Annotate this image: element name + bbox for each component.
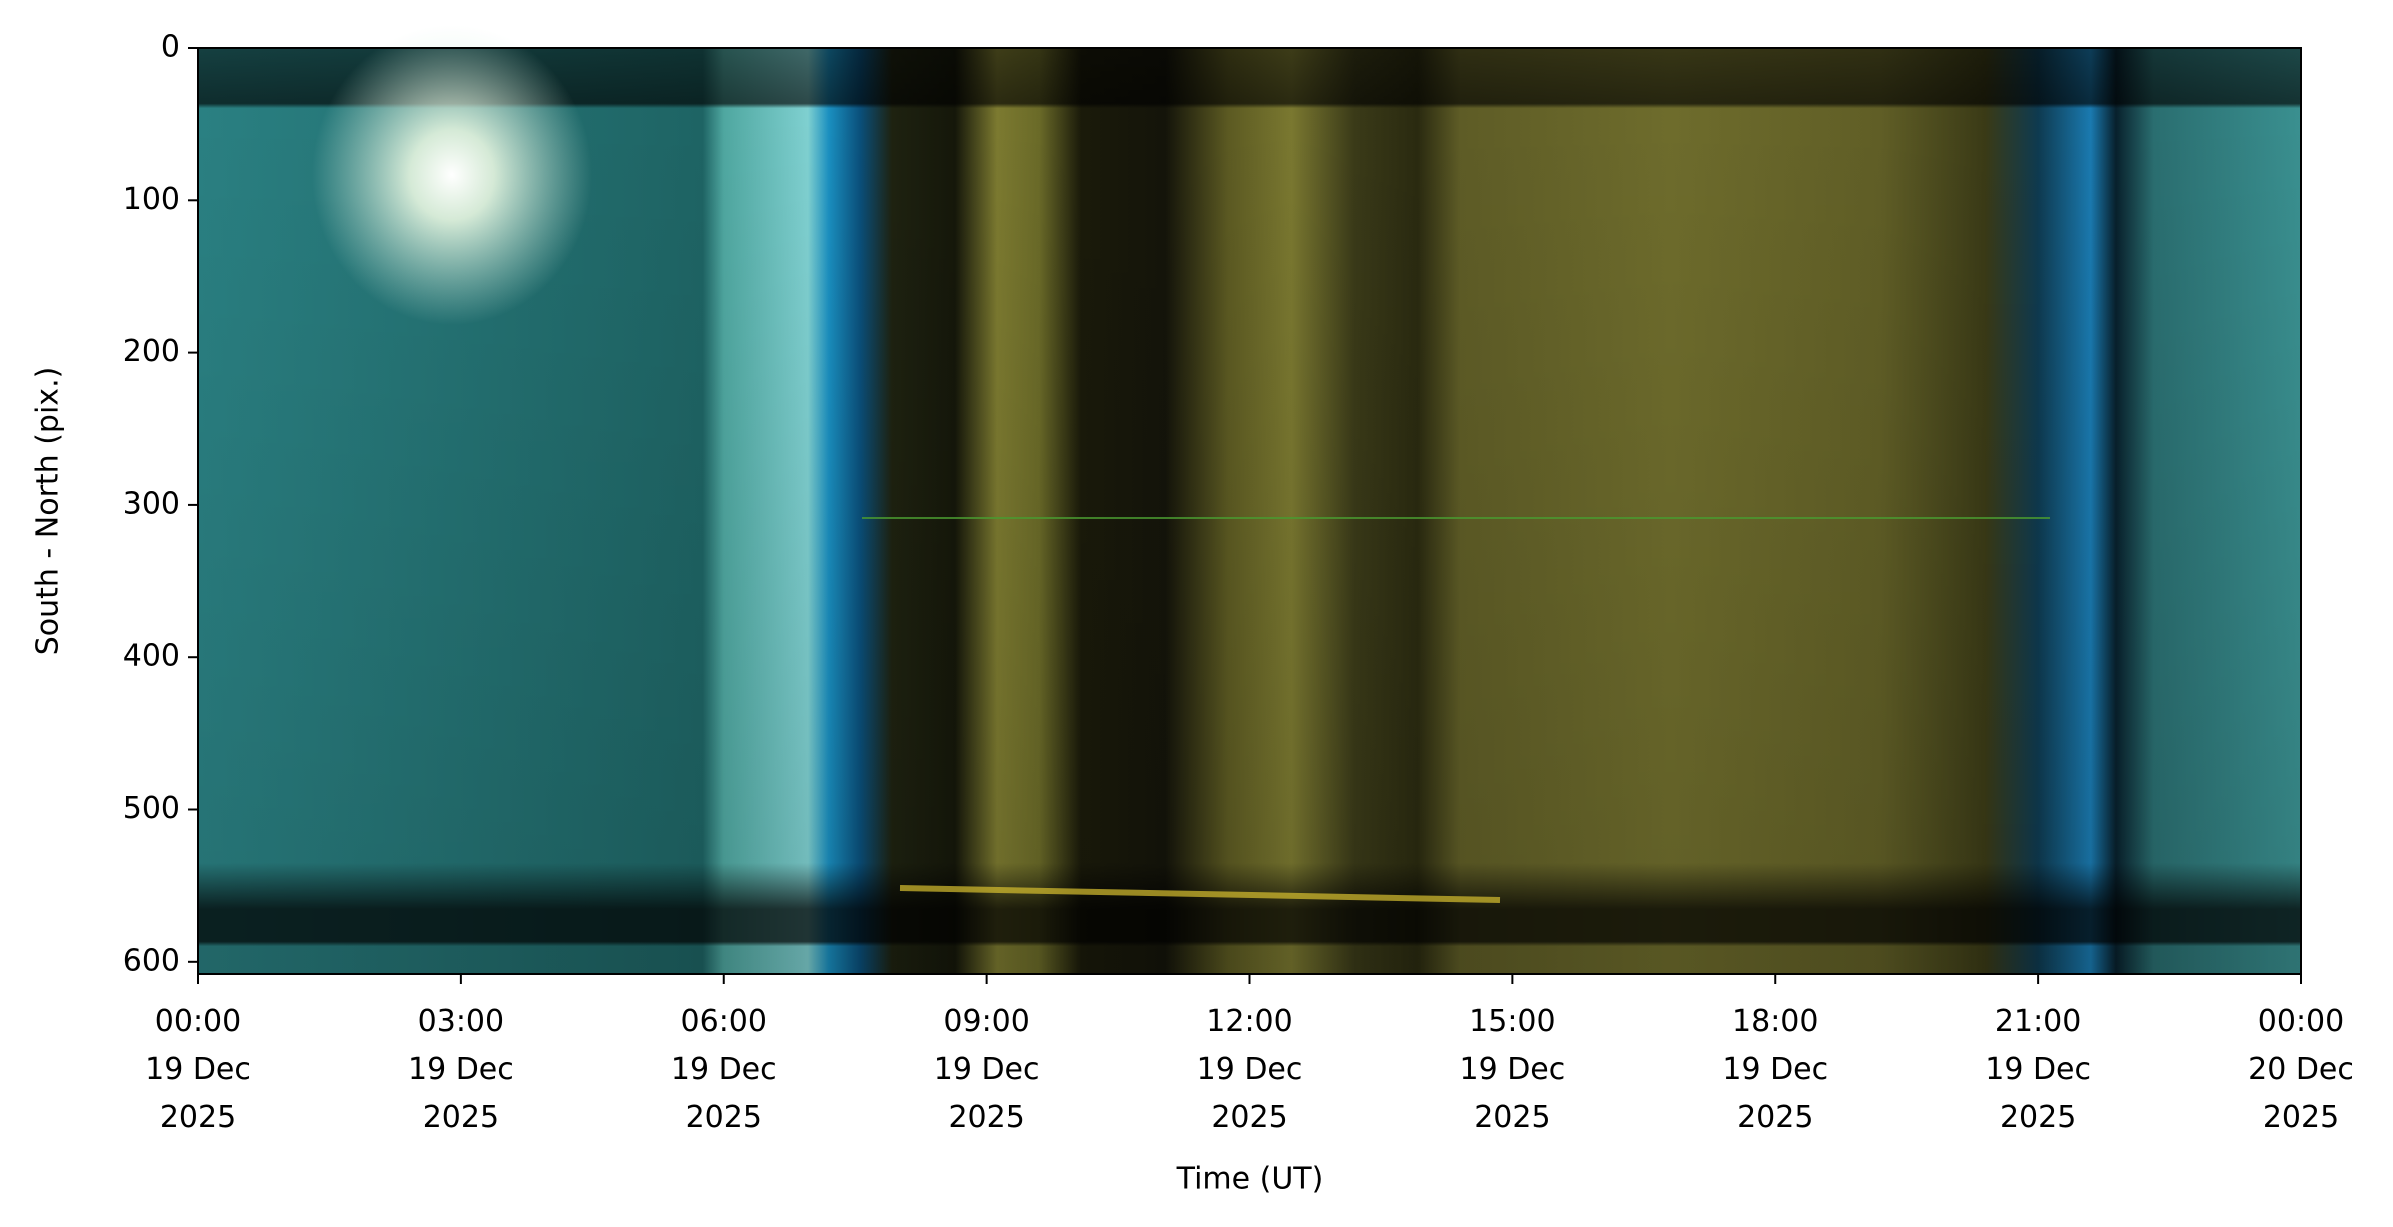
y-tick-label: 500 <box>123 791 180 826</box>
x-tick-label: 12:00 19 Dec 2025 <box>1196 1004 1303 1135</box>
y-tick-label: 300 <box>123 486 180 521</box>
x-tick-label: 06:00 19 Dec 2025 <box>670 1004 777 1135</box>
x-tick-label: 21:00 19 Dec 2025 <box>1985 1004 2091 1135</box>
y-tick-label: 200 <box>123 334 180 369</box>
x-axis-label: Time (UT) <box>1176 1162 1324 1197</box>
y-tick-label: 0 <box>161 30 180 65</box>
x-tick-label: 00:00 19 Dec 2025 <box>145 1004 251 1135</box>
x-tick-label: 03:00 19 Dec 2025 <box>407 1004 514 1135</box>
y-tick-label: 600 <box>123 943 180 978</box>
y-tick-label: 100 <box>123 182 180 217</box>
x-tick-label: 18:00 19 Dec 2025 <box>1722 1004 1829 1135</box>
y-axis-label: South - North (pix.) <box>31 367 66 656</box>
x-tick-label: 15:00 19 Dec 2025 <box>1459 1004 1566 1135</box>
x-tick-label: 09:00 19 Dec 2025 <box>933 1004 1040 1135</box>
y-tick-label: 400 <box>123 639 180 674</box>
keogram-image <box>198 25 2301 974</box>
x-tick-label: 00:00 20 Dec 2025 <box>2248 1004 2354 1135</box>
